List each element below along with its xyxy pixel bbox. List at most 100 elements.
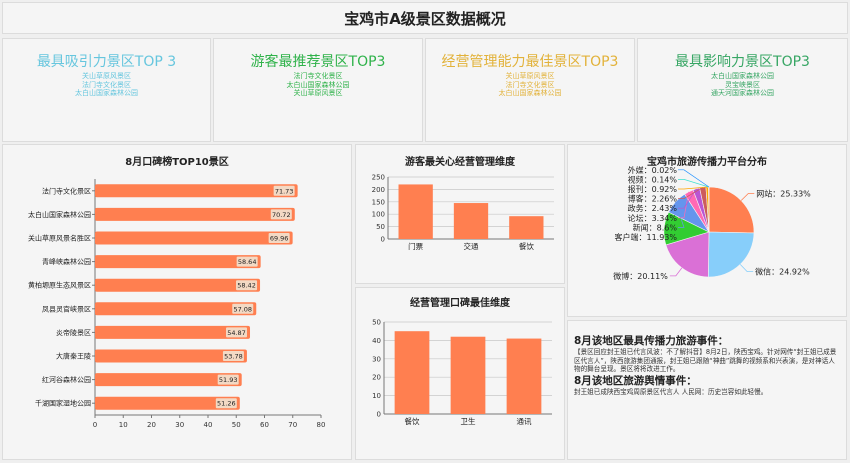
bar [95,278,261,292]
category-label: 交通 [464,241,479,251]
card-heading: 最具影响力景区TOP3 [675,54,810,70]
category-label: 黄柏塬原生态风景区 [28,281,91,290]
slice-label: 微博：20.11% [613,271,668,281]
bar [95,255,261,269]
platform-pie-chart: 网站：25.33% 微信：24.92% 微博：20.11% 客户端：11.93%新闻：… [613,165,811,281]
bar [95,302,257,316]
slice-label: 政务：2.43% [628,203,678,213]
category-label: 关山草原风景名胜区 [28,234,91,243]
slice-label: 网站：25.33% [756,189,811,199]
slice-label: 报刊：0.92% [628,184,678,194]
opinion-body: 封王姐已成陕西宝鸡周原景区代言人 人民网：历史岂容如此轻慢。 [574,387,768,396]
concern-bar-chart: 0 50 100 150 200 250 门票 交通 餐饮 [372,174,554,251]
y-tick-label: 10 [372,392,381,400]
label-leader [678,187,703,199]
top-card-recommend: 游客最推荐景区TOP3 法门寺文化景区 太白山国家森林公园 关山草原风景区 [213,38,423,142]
category-label: 通讯 [517,416,532,426]
card-heading: 经营管理能力最佳景区TOP3 [441,54,619,70]
x-tick-label: 20 [147,421,156,429]
category-label: 餐饮 [519,241,534,251]
card-heading: 最具吸引力景区TOP 3 [36,54,177,70]
label-leader [678,169,710,188]
y-tick-label: 0 [381,236,385,244]
data-label-bg [222,351,244,361]
data-label: 53.78 [224,353,243,361]
bar [450,336,486,414]
data-label-bg [215,398,237,409]
bar [95,396,240,410]
y-tick-label: 200 [372,186,385,194]
label-leader [664,227,685,238]
card-item: 关山草原风景区 [293,89,343,97]
pie-slice [708,186,755,234]
data-label: 57.08 [233,305,252,313]
card-item: 法门寺文化景区 [505,80,555,89]
card-item: 太白山国家森林公园 [75,89,138,97]
pie-slice [707,231,755,278]
category-label: 餐饮 [405,416,420,426]
top-card-management: 经营管理能力最佳景区TOP3 关山草原风景区 法门寺文化景区 太白山国家森林公园 [425,38,635,142]
bar [509,216,544,239]
data-label-bg [217,374,239,385]
category-label: 大唐秦王陵 [56,352,91,361]
platform-chart-panel: 宝鸡市旅游传播力平台分布 网站：25.33% 微信：24.92% 微博：20.11%… [567,144,847,317]
chart-title: 宝鸡市旅游传播力平台分布 [647,157,767,168]
data-label: 51.93 [219,376,238,384]
card-items: 关山草原风景区 法门寺文化景区 太白山国家森林公园 [3,72,210,98]
y-tick-label: 0 [377,411,381,419]
card-item: 太白山国家森林公园 [711,72,774,80]
x-tick-label: 30 [175,421,184,429]
slice-label: 论坛：3.34% [628,213,678,223]
slice-label: 客户端：11.93% [614,232,677,242]
data-label: 54.87 [227,329,246,337]
card-item: 法门寺文化景区 [82,80,131,89]
label-leader [678,188,697,209]
top10-bar-chart: 0 10 20 30 40 50 60 70 80 71.73 法门寺文化景区 70.72 太白山国家森… [28,179,326,429]
card-item: 关山草原风景区 [505,72,555,80]
slice-label: 视频：0.14% [628,174,678,184]
slice-label: 外媒：0.02% [628,165,678,175]
bar [506,338,542,414]
bar [453,203,489,239]
chart-title: 8月口碑榜TOP10景区 [125,157,229,168]
y-tick-label: 150 [372,198,385,206]
data-label: 71.73 [275,187,294,195]
category-label: 凤县灵官峡景区 [42,304,91,313]
bar [394,331,430,414]
news-panel: 8月该地区最具传播力旅游事件： 【景区回应封王姐已代言风波：不了解抖音】8月2日… [567,320,847,460]
y-tick-label: 100 [372,211,385,219]
concern-chart-panel: 游客最关心经营管理维度 0 50 100 150 200 250 门票 交通 餐饮 [355,144,565,284]
opinion-heading: 8月该地区旅游舆情事件： [574,374,697,387]
y-tick-label: 250 [372,174,385,182]
card-items: 法门寺文化景区 太白山国家森林公园 关山草原风景区 [214,72,422,98]
card-heading: 游客最推荐景区TOP3 [250,54,386,70]
best-chart-panel: 经营管理口碑最佳维度 0 10 20 30 40 50 餐饮 卫生 通讯 [355,287,565,460]
category-label: 门票 [408,242,423,251]
data-label: 69.96 [270,235,289,243]
x-tick-label: 40 [204,421,213,429]
slice-label: 新闻：8.6% [633,222,678,232]
data-label-bg [236,256,258,267]
top10-chart-panel: 8月口碑榜TOP10景区 0 10 20 30 40 50 60 70 80 71.73 法门寺文化… [2,144,352,460]
category-label: 千湖国家湿地公园 [35,399,91,408]
bar [95,349,247,363]
label-leader [678,191,690,219]
card-items: 太白山国家森林公园 灵宝峡景区 通天河国家森林公园 [638,72,847,98]
event-heading: 8月该地区最具传播力旅游事件： [574,335,729,347]
x-tick-label: 80 [317,421,326,429]
card-item: 通天河国家森林公园 [711,89,774,97]
y-tick-label: 20 [372,374,381,382]
label-leader [739,264,754,272]
label-leader [678,179,709,188]
bar [398,184,433,239]
data-label-bg [268,233,290,243]
x-tick-label: 70 [288,421,297,429]
event-body: 【景区回应封王姐已代言风波：不了解抖音】8月2日，陕西宝鸡。针对网传“封王姐已成… [574,348,837,374]
data-label: 58.42 [237,282,256,290]
data-label: 51.26 [217,400,236,408]
top-card-influence: 最具影响力景区TOP3 太白山国家森林公园 灵宝峡景区 通天河国家森林公园 [637,38,848,142]
category-label: 红河谷森林公园 [42,375,91,384]
bar [95,231,293,245]
slice-label: 博客：2.26% [628,194,678,204]
label-leader [740,193,755,201]
